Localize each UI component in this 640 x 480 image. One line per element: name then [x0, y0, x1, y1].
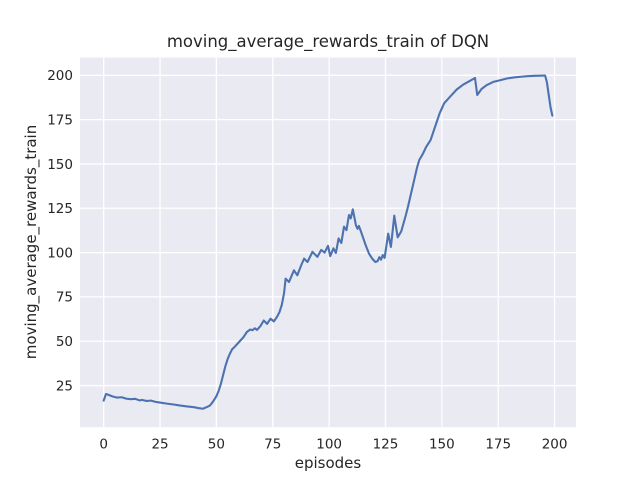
- y-tick-label: 125: [47, 201, 73, 217]
- x-tick-label: 0: [99, 437, 108, 453]
- y-tick-label: 175: [47, 112, 73, 128]
- x-tick-label: 150: [429, 437, 455, 453]
- y-axis-label: moving_average_rewards_train: [22, 125, 41, 359]
- y-tick-label: 150: [47, 157, 73, 173]
- y-tick-label: 25: [56, 378, 73, 394]
- x-tick-label: 200: [542, 437, 568, 453]
- plot-area: [80, 57, 576, 428]
- x-tick-label: 75: [264, 437, 281, 453]
- y-tick-label: 50: [56, 334, 73, 350]
- series-layer: [102, 74, 554, 410]
- x-tick-label: 175: [485, 437, 511, 453]
- gridlines: [80, 57, 576, 428]
- y-tick-label: 200: [47, 68, 73, 84]
- series-line-dqn: [102, 74, 554, 410]
- x-axis-label: episodes: [295, 454, 362, 472]
- x-tick-label: 100: [316, 437, 342, 453]
- x-tick-label: 25: [151, 437, 168, 453]
- x-tick-label: 50: [208, 437, 225, 453]
- y-tick-label: 75: [56, 290, 73, 306]
- tick-labels: 0 25 50 75 100 125 150 175 200 25 50 75 100 125 150 175…: [47, 68, 567, 453]
- x-tick-label: 125: [373, 437, 399, 453]
- y-tick-label: 100: [47, 245, 73, 261]
- chart-title: moving_average_rewards_train of DQN: [167, 32, 489, 52]
